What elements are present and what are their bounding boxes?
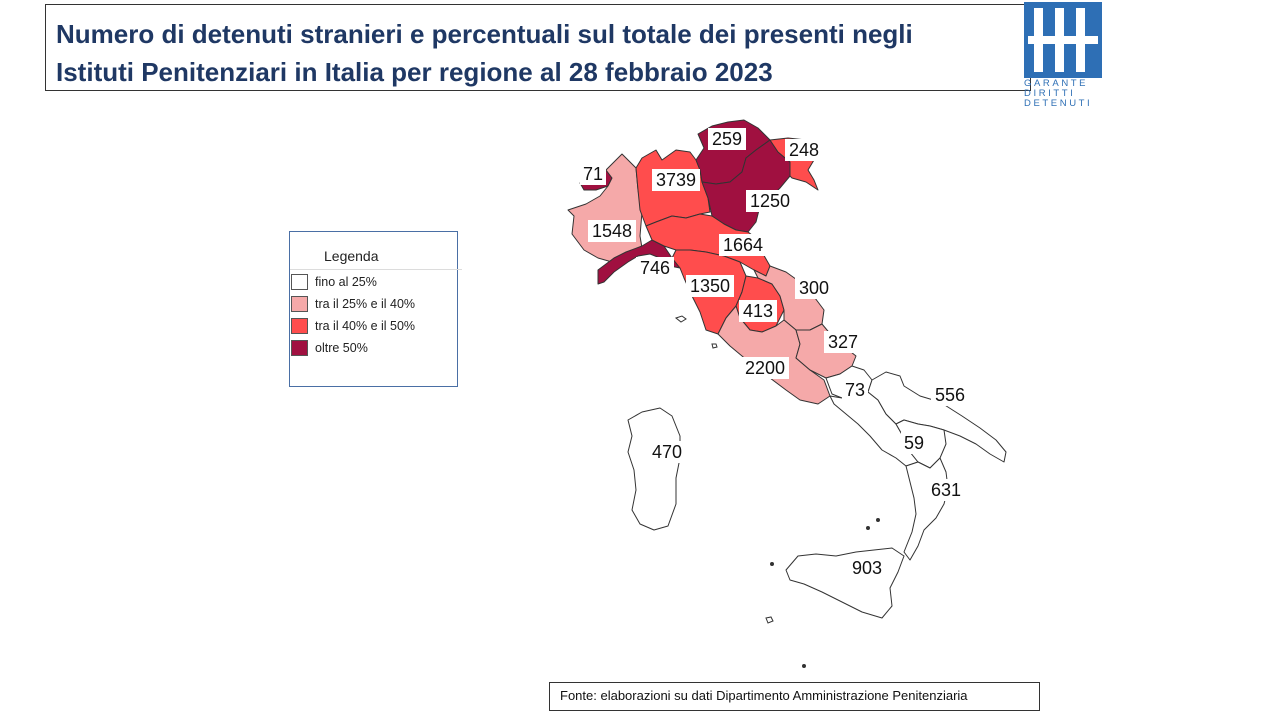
legend-item: fino al 25% bbox=[290, 274, 459, 294]
island-dot bbox=[770, 562, 774, 566]
title-box: Numero di detenuti stranieri e percentua… bbox=[45, 4, 1031, 91]
legend-swatch bbox=[291, 318, 308, 334]
region-value: 59 bbox=[904, 433, 924, 453]
region-label: 556 bbox=[931, 384, 969, 406]
legend-item: tra il 25% e il 40% bbox=[290, 296, 459, 316]
legend-swatch bbox=[291, 274, 308, 290]
region-label: 73 bbox=[842, 379, 868, 401]
legend: Legenda fino al 25% tra il 25% e il 40% … bbox=[289, 231, 462, 387]
islands bbox=[674, 315, 880, 668]
region-label: 631 bbox=[927, 479, 965, 501]
region-label: 1548 bbox=[588, 220, 636, 242]
region-label: 300 bbox=[795, 277, 833, 299]
legend-divider bbox=[290, 269, 462, 270]
title-line-1: Numero di detenuti stranieri e percentua… bbox=[56, 19, 913, 49]
region-label: 746 bbox=[636, 257, 674, 279]
island-elba bbox=[674, 315, 687, 323]
region-value: 413 bbox=[743, 301, 773, 321]
region-value: 1664 bbox=[723, 235, 763, 255]
logo-text-2: DIRITTI bbox=[1024, 88, 1076, 99]
legend-item: tra il 40% e il 50% bbox=[290, 318, 459, 338]
region-calabria bbox=[903, 457, 949, 561]
island-small bbox=[711, 343, 718, 349]
region-value: 1350 bbox=[690, 276, 730, 296]
legend-item: oltre 50% bbox=[290, 340, 459, 360]
legend-swatch bbox=[291, 340, 308, 356]
legend-label: oltre 50% bbox=[315, 341, 368, 355]
region-label: 71 bbox=[580, 163, 606, 185]
source-note: Fonte: elaborazioni su dati Dipartimento… bbox=[549, 682, 1040, 711]
legend-label: tra il 25% e il 40% bbox=[315, 297, 416, 311]
region-value: 746 bbox=[640, 258, 670, 278]
region-value: 300 bbox=[799, 278, 829, 298]
region-value: 2200 bbox=[745, 358, 785, 378]
title-line-2: Istituti Penitenziari in Italia per regi… bbox=[56, 57, 773, 87]
region-label: 259 bbox=[708, 128, 746, 150]
region-label: 903 bbox=[848, 557, 886, 579]
region-label: 3739 bbox=[652, 169, 700, 191]
region-sicilia bbox=[785, 547, 905, 619]
region-value: 470 bbox=[652, 442, 682, 462]
region-label: 1250 bbox=[746, 190, 794, 212]
legend-label: fino al 25% bbox=[315, 275, 377, 289]
region-value: 1250 bbox=[750, 191, 790, 211]
region-puglia bbox=[867, 371, 1007, 463]
region-label: 2200 bbox=[741, 357, 789, 379]
region-label: 470 bbox=[648, 441, 686, 463]
region-label: 1664 bbox=[719, 234, 767, 256]
logo-text-1: GARANTE bbox=[1024, 78, 1089, 89]
region-label: 413 bbox=[739, 300, 777, 322]
region-value: 631 bbox=[931, 480, 961, 500]
region-value: 1548 bbox=[592, 221, 632, 241]
region-label: 248 bbox=[785, 139, 823, 161]
legend-swatch bbox=[291, 296, 308, 312]
legend-title: Legenda bbox=[324, 248, 379, 264]
region-value: 259 bbox=[712, 129, 742, 149]
region-label: 1350 bbox=[686, 275, 734, 297]
region-value: 903 bbox=[852, 558, 882, 578]
region-sardegna bbox=[627, 407, 681, 531]
island-dot bbox=[802, 664, 806, 668]
region-value: 71 bbox=[583, 164, 603, 184]
island-small bbox=[765, 616, 774, 624]
garante-logo-icon bbox=[1024, 2, 1102, 78]
region-label: 327 bbox=[824, 331, 862, 353]
island-dot bbox=[866, 526, 870, 530]
region-value: 73 bbox=[845, 380, 865, 400]
region-value: 3739 bbox=[656, 170, 696, 190]
region-value: 248 bbox=[789, 140, 819, 160]
island-dot bbox=[876, 518, 880, 522]
region-label: 59 bbox=[901, 432, 927, 454]
region-value: 327 bbox=[828, 332, 858, 352]
logo-text-3: DETENUTI bbox=[1024, 98, 1093, 109]
region-value: 556 bbox=[935, 385, 965, 405]
legend-label: tra il 40% e il 50% bbox=[315, 319, 416, 333]
